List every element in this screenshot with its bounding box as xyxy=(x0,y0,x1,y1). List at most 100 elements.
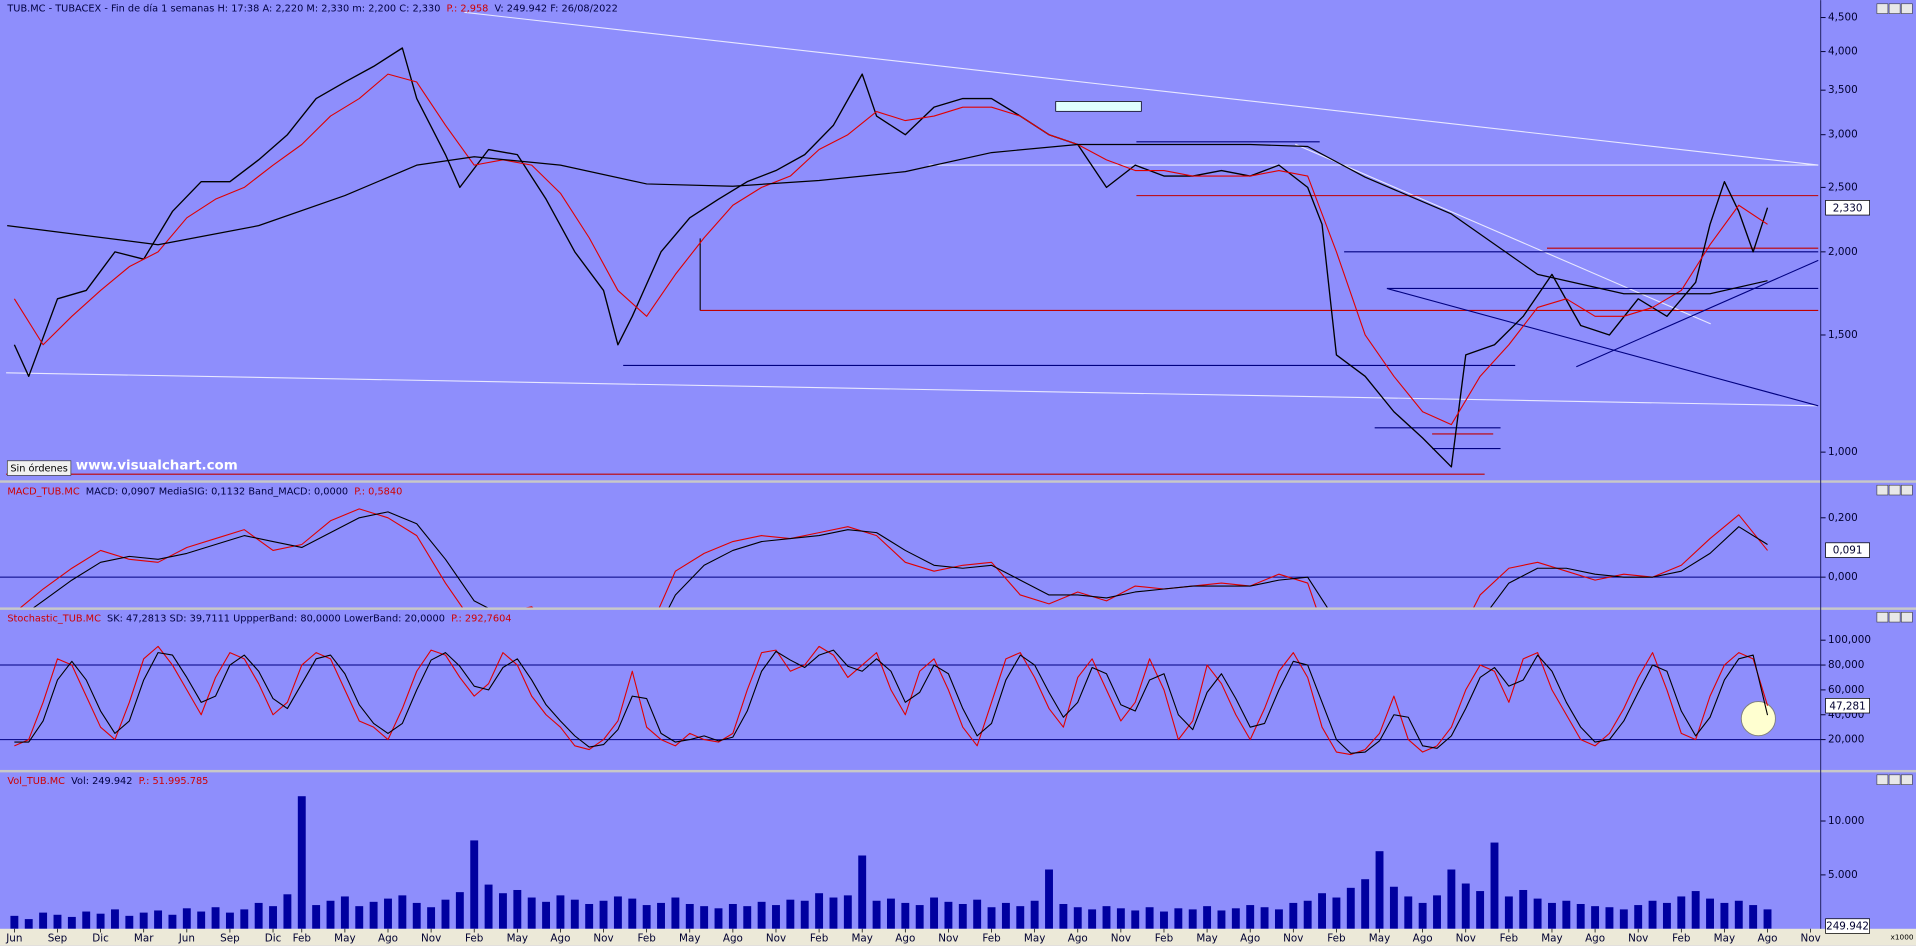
volume-bar xyxy=(585,903,594,929)
x-tick-label: Nov xyxy=(1111,933,1131,945)
maximize-button[interactable] xyxy=(1888,774,1901,785)
volume-bar xyxy=(527,897,536,929)
volume-bar xyxy=(10,915,19,929)
volume-bar xyxy=(240,909,249,929)
x-axis-strip xyxy=(0,928,1916,946)
close-button[interactable] xyxy=(1901,611,1913,623)
volume-bar xyxy=(1231,908,1240,929)
x-tick-label: Feb xyxy=(982,933,1001,945)
x-tick-label: Feb xyxy=(293,933,312,945)
volume-bar xyxy=(96,913,105,929)
x-tick-label: Ago xyxy=(1758,933,1778,945)
series-line xyxy=(14,649,1769,754)
x-tick-label: Feb xyxy=(1500,933,1519,945)
volume-bar xyxy=(1246,905,1255,929)
x-tick-label: Mar xyxy=(134,933,154,945)
y-tick-label: 5.000 xyxy=(1828,869,1858,881)
y-tick-label: 4,500 xyxy=(1828,12,1858,24)
volume-bar xyxy=(1562,900,1571,929)
y-tick-label: 1,000 xyxy=(1828,446,1858,458)
maximize-button[interactable] xyxy=(1888,3,1901,14)
volume-bar xyxy=(1361,879,1370,929)
y-tick-label: 0,200 xyxy=(1828,512,1858,524)
close-button[interactable] xyxy=(1901,484,1913,496)
volume-bar xyxy=(728,903,737,929)
volume-bar xyxy=(1447,869,1456,929)
x-tick-label: Jun xyxy=(178,933,195,945)
separator xyxy=(0,607,1916,610)
volume-bar xyxy=(1634,905,1643,929)
highlight-circle xyxy=(1740,701,1776,737)
y-tick-label: 20,000 xyxy=(1828,734,1864,746)
volume-bar xyxy=(743,906,752,929)
panel-header: Stochastic_TUB.MC SK: 47,2813 SD: 39,7111… xyxy=(7,613,511,624)
maximize-button[interactable] xyxy=(1888,611,1901,623)
volume-bar xyxy=(1160,911,1168,929)
close-button[interactable] xyxy=(1901,3,1913,14)
trend-line xyxy=(1386,287,1819,407)
volume-bar xyxy=(1001,902,1010,929)
volume-bar xyxy=(1303,900,1312,929)
volume-bar xyxy=(843,895,852,929)
x-tick-label: May xyxy=(1024,933,1045,945)
volume-bar xyxy=(1533,898,1542,929)
volume-bar xyxy=(858,855,867,929)
minimize-button[interactable] xyxy=(1876,774,1889,785)
panel-plot xyxy=(7,47,1769,468)
header-part: Stochastic_TUB.MC xyxy=(7,613,101,624)
volume-bar xyxy=(53,914,62,929)
volume-bar xyxy=(1706,898,1714,929)
volume-bar xyxy=(1016,906,1025,929)
panel-plot xyxy=(10,796,1772,929)
volume-bar xyxy=(412,902,421,929)
header-part: Vol_TUB.MC xyxy=(7,776,65,787)
volume-bar xyxy=(1088,909,1097,929)
volume-bar xyxy=(67,916,76,929)
volume-bar xyxy=(1073,907,1082,929)
volume-bar xyxy=(1217,910,1226,929)
volume-bar xyxy=(326,900,335,929)
volume-bar xyxy=(1045,869,1053,929)
panel-header: TUB.MC - TUBACEX - Fin de día 1 semanas … xyxy=(6,3,617,15)
volume-bar xyxy=(886,898,895,929)
volume-bar xyxy=(470,840,479,929)
volume-bar xyxy=(1318,893,1326,929)
volume-bar xyxy=(427,907,436,929)
volume-bar xyxy=(829,897,838,929)
minimize-button[interactable] xyxy=(1876,3,1889,14)
volume-bar xyxy=(1332,897,1341,929)
volume-bar xyxy=(930,897,939,929)
series-line xyxy=(33,511,1768,608)
series-line xyxy=(13,73,1768,426)
minimize-button[interactable] xyxy=(1876,611,1889,623)
highlight-box xyxy=(1055,101,1142,112)
minimize-button[interactable] xyxy=(1876,484,1889,496)
x-tick-label: Feb xyxy=(637,933,656,945)
volume-bar xyxy=(297,796,306,929)
volume-bar xyxy=(484,884,493,929)
x-tick-label: Dic xyxy=(92,933,109,945)
close-button[interactable] xyxy=(1901,774,1913,785)
volume-bar xyxy=(369,901,378,929)
volume-bar xyxy=(570,899,579,929)
orders-button-label[interactable]: Sin órdenes xyxy=(10,463,68,475)
volume-bar xyxy=(642,905,651,929)
volume-bar xyxy=(657,902,665,929)
volume-bar xyxy=(1504,896,1513,929)
last-value-label: 249.942 xyxy=(1826,921,1869,933)
x-tick-label: Jun xyxy=(5,933,22,945)
orders-button[interactable] xyxy=(6,460,72,476)
panel-plot xyxy=(0,508,1821,608)
volume-bar xyxy=(987,907,996,929)
maximize-button[interactable] xyxy=(1888,484,1901,496)
volume-bar xyxy=(269,906,277,929)
panel-header: Vol_TUB.MC Vol: 249.942 P.: 51.995.785 xyxy=(7,776,208,787)
trend-line xyxy=(6,372,1819,407)
volume-bar xyxy=(154,910,163,929)
volume-bar xyxy=(915,905,924,929)
volume-bar xyxy=(139,912,148,929)
x-tick-label: May xyxy=(851,933,872,945)
